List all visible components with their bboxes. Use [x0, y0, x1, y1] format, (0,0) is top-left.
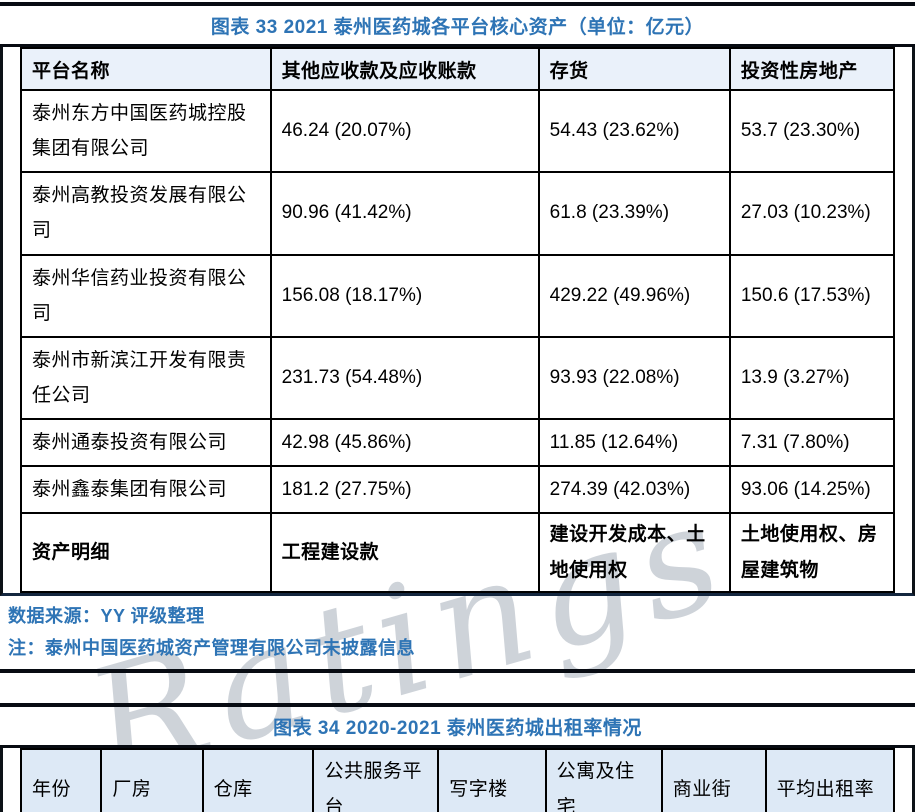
column-header-receivables: 其他应收款及应收账款 [269, 47, 540, 91]
column-header-platform: 平台名称 [20, 47, 272, 91]
column-header-factory: 厂房 [100, 748, 204, 812]
asset-detail-row: 资产明细 工程建设款 建设开发成本、土地使用权 土地使用权、房屋建筑物 [20, 512, 896, 593]
platform-name-cell: 泰州鑫泰集团有限公司 [20, 465, 272, 515]
asset-detail-label-cell: 资产明细 [20, 512, 272, 593]
value-cell: 11.85 (12.64%) [537, 418, 731, 468]
value-cell: 53.7 (23.30%) [728, 88, 896, 174]
value-cell: 274.39 (42.03%) [537, 465, 731, 515]
figure-34-title: 图表 34 2020-2021 泰州医药城出租率情况 [0, 703, 915, 749]
table-row: 泰州东方中国医药城控股集团有限公司 46.24 (20.07%) 54.43 (… [20, 88, 896, 174]
table-row: 泰州鑫泰集团有限公司 181.2 (27.75%) 274.39 (42.03%… [20, 465, 896, 515]
table-row: 泰州通泰投资有限公司 42.98 (45.86%) 11.85 (12.64%)… [20, 418, 896, 468]
platform-name-cell: 泰州高教投资发展有限公司 [20, 171, 272, 256]
value-cell: 231.73 (54.48%) [269, 335, 540, 421]
figure-34-table-frame: 年份 厂房 仓库 公共服务平台 写字楼 公寓及住宅 商业街 平均出租率 2020… [0, 748, 915, 812]
value-cell: 42.98 (45.86%) [269, 418, 540, 468]
value-cell: 13.9 (3.27%) [728, 335, 896, 421]
column-header-year: 年份 [19, 748, 103, 812]
value-cell: 93.06 (14.25%) [728, 465, 896, 515]
column-header-apartment: 公寓及住宅 [544, 748, 663, 812]
figure-33-title: 图表 33 2021 泰州医药城各平台核心资产（单位：亿元） [0, 2, 915, 47]
value-cell: 27.03 (10.23%) [728, 171, 896, 256]
column-header-average: 平均出租率 [764, 748, 896, 812]
figure-33-end-rule [0, 669, 915, 674]
platform-name-cell: 泰州华信药业投资有限公司 [20, 253, 272, 338]
figure-34-block: 图表 34 2020-2021 泰州医药城出租率情况 年份 厂房 仓库 公共服务… [0, 703, 915, 812]
occupancy-table: 年份 厂房 仓库 公共服务平台 写字楼 公寓及住宅 商业街 平均出租率 2020… [19, 748, 896, 812]
column-header-public-service: 公共服务平台 [312, 748, 440, 812]
table-row: 泰州高教投资发展有限公司 90.96 (41.42%) 61.8 (23.39%… [20, 171, 896, 256]
platform-name-cell: 泰州东方中国医药城控股集团有限公司 [20, 88, 272, 174]
platform-name-cell: 泰州通泰投资有限公司 [20, 418, 272, 468]
value-cell: 429.22 (49.96%) [537, 253, 731, 338]
value-cell: 90.96 (41.42%) [269, 171, 540, 256]
value-cell: 61.8 (23.39%) [537, 171, 731, 256]
table-row: 泰州市新滨江开发有限责任公司 231.73 (54.48%) 93.93 (22… [20, 335, 896, 421]
value-cell: 93.93 (22.08%) [537, 335, 731, 421]
column-header-inventory: 存货 [537, 47, 731, 91]
table-row: 泰州华信药业投资有限公司 156.08 (18.17%) 429.22 (49.… [20, 253, 896, 338]
assets-table-header-row: 平台名称 其他应收款及应收账款 存货 投资性房地产 [20, 47, 896, 91]
asset-detail-cell: 土地使用权、房屋建筑物 [728, 512, 896, 593]
figure-33-note: 注：泰州中国医药城资产管理有限公司未披露信息 [8, 637, 415, 658]
column-header-investment-property: 投资性房地产 [728, 47, 896, 91]
platform-name-cell: 泰州市新滨江开发有限责任公司 [20, 335, 272, 421]
value-cell: 46.24 (20.07%) [269, 88, 540, 174]
value-cell: 150.6 (17.53%) [728, 253, 896, 338]
asset-detail-cell: 工程建设款 [269, 512, 540, 593]
column-header-warehouse: 仓库 [201, 748, 315, 812]
column-header-office: 写字楼 [437, 748, 547, 812]
value-cell: 156.08 (18.17%) [269, 253, 540, 338]
assets-table: 平台名称 其他应收款及应收账款 存货 投资性房地产 泰州东方中国医药城控股集团有… [20, 47, 896, 593]
column-header-commercial: 商业街 [660, 748, 767, 812]
occupancy-table-header-row: 年份 厂房 仓库 公共服务平台 写字楼 公寓及住宅 商业街 平均出租率 [19, 748, 896, 812]
value-cell: 181.2 (27.75%) [269, 465, 540, 515]
figure-33-source: 数据来源：YY 评级整理 [8, 605, 205, 626]
figure-33-block: 图表 33 2021 泰州医药城各平台核心资产（单位：亿元） 平台名称 其他应收… [0, 2, 915, 674]
value-cell: 7.31 (7.80%) [728, 418, 896, 468]
value-cell: 54.43 (23.62%) [537, 88, 731, 174]
figure-33-table-frame: 平台名称 其他应收款及应收账款 存货 投资性房地产 泰州东方中国医药城控股集团有… [0, 47, 915, 596]
asset-detail-cell: 建设开发成本、土地使用权 [537, 512, 731, 593]
